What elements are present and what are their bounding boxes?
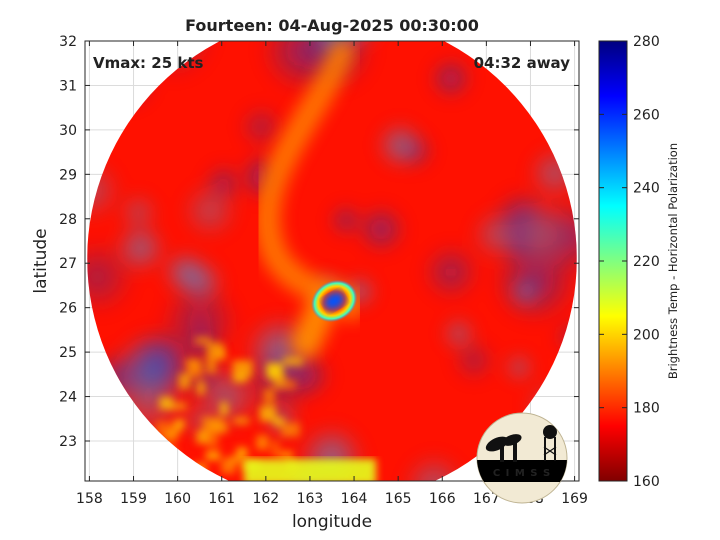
colorbar-tick-label: 160 bbox=[633, 474, 660, 490]
logo-band bbox=[477, 460, 567, 482]
y-axis: 23 24 25 26 27 28 29 30 31 32 bbox=[59, 34, 579, 450]
y-tick-label: 28 bbox=[59, 212, 77, 228]
convective-cell bbox=[236, 447, 248, 460]
y-tick-label: 29 bbox=[59, 167, 77, 183]
convective-cell bbox=[159, 396, 173, 410]
convective-cell bbox=[206, 429, 219, 448]
y-axis-label: latitude bbox=[31, 228, 51, 293]
convective-cell bbox=[273, 417, 285, 427]
y-tick-label: 31 bbox=[59, 78, 77, 94]
water-tower-icon bbox=[543, 425, 557, 439]
convective-cell bbox=[185, 359, 202, 368]
x-tick-label: 163 bbox=[297, 491, 324, 507]
texture-blob bbox=[313, 41, 365, 57]
texture-blob bbox=[328, 202, 364, 238]
texture-blob bbox=[159, 280, 241, 363]
colorbar-tick-label: 260 bbox=[633, 107, 660, 123]
x-tick-label: 162 bbox=[252, 491, 279, 507]
x-tick-label: 165 bbox=[385, 491, 412, 507]
logo-text: C I M S S bbox=[493, 468, 551, 479]
x-axis-label: longitude bbox=[292, 512, 372, 532]
x-tick-label: 166 bbox=[429, 491, 456, 507]
convective-cell bbox=[205, 451, 221, 461]
convective-cell bbox=[266, 363, 283, 377]
texture-blob bbox=[238, 103, 285, 150]
convective-cell bbox=[259, 406, 277, 422]
convective-cell bbox=[271, 440, 280, 458]
convective-cell bbox=[263, 388, 275, 405]
colorbar-tick-label: 220 bbox=[633, 254, 660, 270]
convective-cell bbox=[232, 360, 253, 378]
convective-cell bbox=[285, 380, 297, 390]
texture-blob bbox=[503, 351, 535, 383]
southern-edge bbox=[243, 458, 377, 481]
x-tick-label: 167 bbox=[473, 491, 500, 507]
convective-cell bbox=[283, 356, 303, 366]
cimss-logo: C I M S S bbox=[476, 412, 568, 504]
x-tick-label: 164 bbox=[341, 491, 368, 507]
convective-cell bbox=[206, 342, 223, 359]
convective-cell bbox=[195, 336, 211, 345]
colorbar-tick-label: 280 bbox=[633, 34, 660, 50]
texture-blob bbox=[375, 120, 425, 170]
colorbar-tick-label: 240 bbox=[633, 181, 660, 197]
x-tick-label: 161 bbox=[208, 491, 235, 507]
texture-blob bbox=[297, 423, 366, 481]
convective-cell bbox=[206, 357, 217, 374]
convective-cell bbox=[281, 422, 300, 437]
y-tick-label: 30 bbox=[59, 123, 77, 139]
vmax-annotation: Vmax: 25 kts bbox=[93, 54, 203, 72]
convective-cell bbox=[221, 459, 236, 474]
convective-cell bbox=[175, 419, 185, 430]
x-tick-label: 158 bbox=[76, 491, 103, 507]
y-tick-label: 24 bbox=[59, 390, 77, 406]
time-away-annotation: 04:32 away bbox=[474, 54, 571, 72]
convective-cell bbox=[187, 366, 203, 378]
chart-title: Fourteen: 04-Aug-2025 00:30:00 bbox=[185, 16, 479, 35]
y-tick-label: 25 bbox=[59, 345, 77, 361]
texture-blob bbox=[355, 203, 407, 255]
texture-blob bbox=[117, 191, 160, 233]
x-tick-label: 160 bbox=[164, 491, 191, 507]
texture-blob bbox=[402, 452, 467, 481]
texture-blob bbox=[421, 242, 481, 302]
axes-frame bbox=[84, 40, 580, 482]
convective-cell bbox=[233, 375, 248, 383]
y-tick-label: 26 bbox=[59, 301, 77, 317]
brightness-temperature-field bbox=[87, 41, 577, 481]
colorbar: 160 180 200 220 240 260 280 Brightness Temp - … bbox=[598, 34, 680, 490]
convective-cell bbox=[196, 381, 206, 395]
y-tick-label: 23 bbox=[59, 434, 77, 450]
convective-cell bbox=[256, 435, 269, 450]
x-tick-label: 159 bbox=[120, 491, 147, 507]
convective-cell bbox=[273, 373, 286, 389]
colorbar-tick-label: 200 bbox=[633, 327, 660, 343]
texture-blob bbox=[114, 221, 168, 275]
convective-cell bbox=[280, 451, 293, 459]
texture-blob bbox=[428, 56, 474, 101]
convective-cell bbox=[169, 402, 187, 410]
convective-cell bbox=[178, 373, 191, 389]
cold-core bbox=[323, 292, 345, 310]
convective-cell bbox=[233, 417, 250, 425]
y-tick-label: 32 bbox=[59, 34, 77, 50]
colorbar-tick-label: 180 bbox=[633, 401, 660, 417]
convective-cell bbox=[155, 421, 168, 438]
x-tick-label: 169 bbox=[561, 491, 588, 507]
texture-blob bbox=[499, 194, 577, 275]
convective-cell bbox=[210, 421, 228, 434]
convective-cell bbox=[220, 402, 229, 416]
texture-blob bbox=[121, 336, 185, 401]
colorbar-label: Brightness Temp - Horizontal Polarizatio… bbox=[666, 143, 680, 379]
y-tick-label: 27 bbox=[59, 256, 77, 272]
colorbar-ticks: 160 180 200 220 240 260 280 bbox=[599, 34, 660, 490]
texture-blob bbox=[508, 275, 542, 309]
texture-blob bbox=[451, 338, 497, 383]
texture-blob bbox=[202, 161, 245, 204]
